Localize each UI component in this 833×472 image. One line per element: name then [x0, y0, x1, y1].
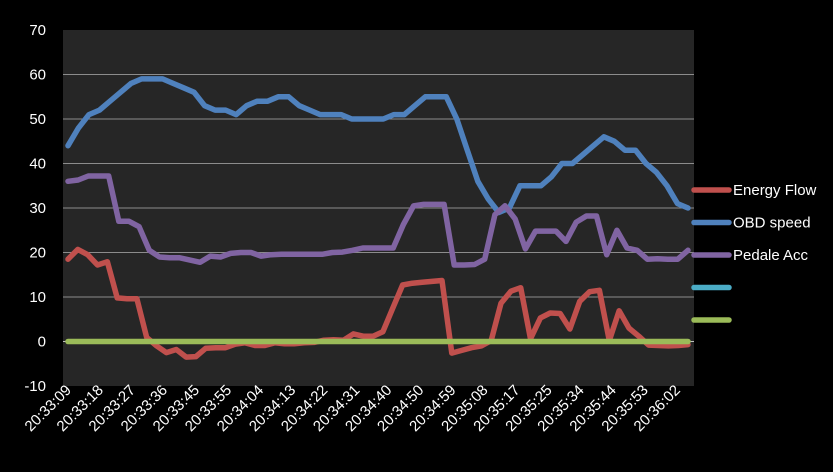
- y-tick-label: 60: [29, 67, 46, 84]
- series-line-2: [65, 173, 691, 268]
- legend: Energy Flow OBD speed Pedale Acc: [691, 182, 817, 323]
- legend-label-2: Pedale Acc: [733, 247, 809, 264]
- y-tick-label: 30: [29, 200, 46, 217]
- y-tick-label: 0: [38, 334, 46, 351]
- series-line-1: [65, 76, 691, 216]
- legend-label-0: Energy Flow: [733, 182, 817, 199]
- legend-label-1: OBD speed: [733, 215, 811, 232]
- y-tick-label: 10: [29, 289, 46, 306]
- y-tick-label: 40: [29, 156, 46, 173]
- y-tick-label: 50: [29, 111, 46, 128]
- series-line-0: [65, 246, 691, 360]
- y-tick-label: -10: [24, 378, 46, 395]
- y-tick-label: 20: [29, 245, 46, 262]
- y-tick-label: 70: [29, 22, 46, 39]
- series-lines: [65, 76, 691, 360]
- y-axis-ticks: 70 60 50 40 30 20 10 0 -10: [24, 22, 46, 395]
